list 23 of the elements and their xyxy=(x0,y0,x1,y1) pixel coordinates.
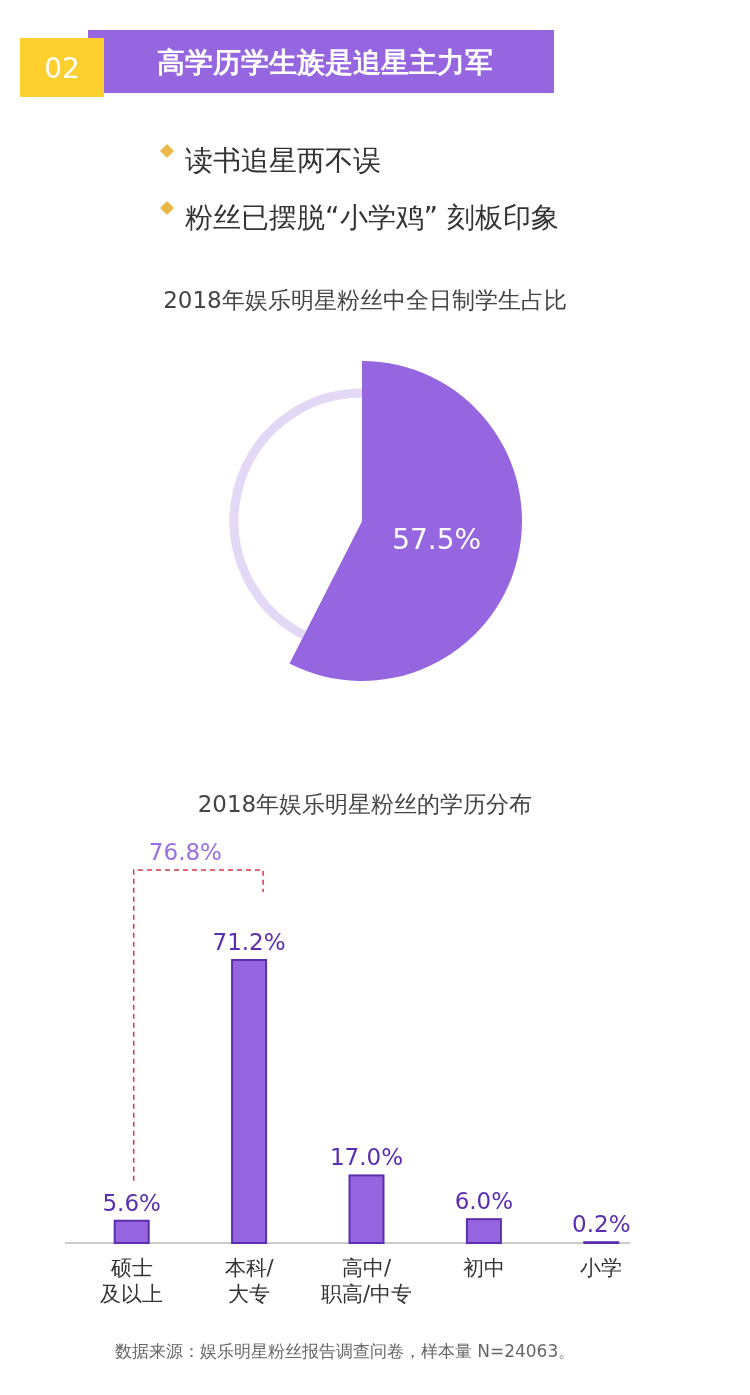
text: 76.8% xyxy=(148,839,222,865)
bar xyxy=(231,959,268,1244)
data-label: 6.0% xyxy=(454,1188,514,1215)
text: 高学历学生族是追星主力军 xyxy=(157,46,493,79)
data-label: 5.6% xyxy=(102,1189,161,1216)
chart-title: 2018年娱乐明星粉丝的学历分布 xyxy=(197,791,533,817)
source-note: 数据来源：娱乐明星粉丝报告调查问卷，样本量 N=24063。 xyxy=(114,1341,576,1361)
bar xyxy=(465,1218,502,1244)
chart-title: 2018年娱乐明星粉丝中全日制学生占比 xyxy=(163,287,567,313)
data-label: 57.5% xyxy=(392,522,482,556)
x-tick-label: 硕士及以上 xyxy=(100,1256,164,1306)
text: 粉丝已摆脱“小学鸡” 刻板印象 xyxy=(185,201,559,234)
data-label: 0.2% xyxy=(572,1211,631,1238)
bar xyxy=(348,1174,385,1244)
x-tick-label: 高中/职高/中专 xyxy=(320,1256,413,1306)
bar xyxy=(113,1219,150,1244)
data-label: 71.2% xyxy=(212,929,286,955)
x-tick-label: 本科/大专 xyxy=(224,1256,275,1306)
data-label: 17.0% xyxy=(329,1144,404,1171)
x-tick-label: 小学 xyxy=(580,1256,623,1280)
text: 读书追星两不误 xyxy=(185,144,381,177)
text: 02 xyxy=(44,52,80,85)
x-tick-label: 初中 xyxy=(462,1256,505,1280)
